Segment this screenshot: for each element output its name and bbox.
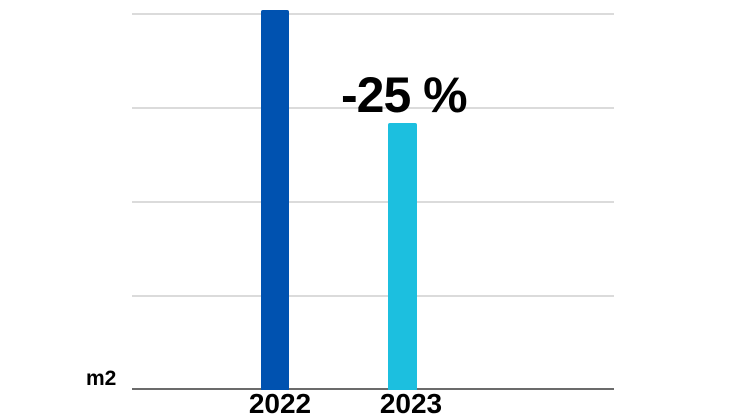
gridline: [132, 107, 614, 109]
x-axis-line: [132, 388, 614, 390]
percent-change-label: -25 %: [341, 67, 468, 123]
x-tick-label-2023: 2023: [379, 388, 443, 419]
gridline: [132, 295, 614, 297]
bar-2023: [388, 123, 417, 390]
gridline: [132, 201, 614, 203]
bar-2022: [261, 10, 289, 390]
y-axis-unit-label: m2: [86, 367, 117, 390]
x-tick-label-2022: 2022: [248, 388, 312, 419]
gridline: [132, 13, 614, 15]
